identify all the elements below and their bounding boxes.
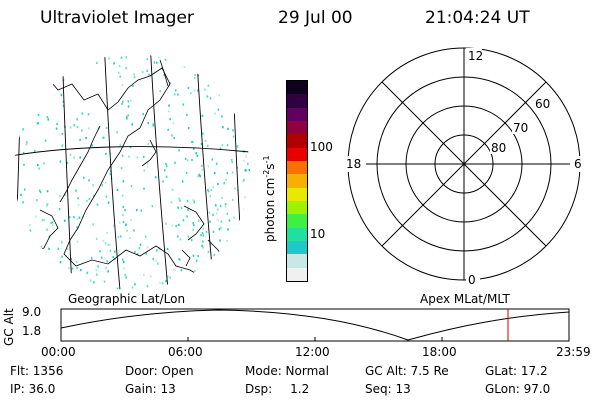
colorbar-segment <box>287 81 307 95</box>
apex-label: Apex MLat/MLT <box>420 292 510 306</box>
orbit-plot <box>60 308 570 342</box>
polar-plot: 12 18 6 0 60 70 80 <box>342 47 584 287</box>
status-ip: IP: 36.0 <box>10 382 56 396</box>
colorbar-segment <box>287 107 307 122</box>
colorbar-segment <box>287 267 307 281</box>
geographic-label: Geographic Lat/Lon <box>68 292 186 306</box>
colorbar-segment <box>287 187 307 202</box>
status-glat: GLat: 17.2 <box>485 364 548 378</box>
orbit-altitude-curve <box>60 309 570 341</box>
colorbar-tick-100: 100 <box>310 140 333 154</box>
instrument-title: Ultraviolet Imager <box>40 8 194 28</box>
status-door: Door: Open <box>125 364 194 378</box>
status-flt: Flt: 1356 <box>10 364 64 378</box>
status-gc-alt: GC Alt: 7.5 Re <box>365 364 449 378</box>
orbit-xtick-2359: 23:59 <box>556 345 591 359</box>
lat-label-70: 70 <box>513 121 528 135</box>
orbit-plot-frame <box>60 308 570 342</box>
orbit-axis-label: GC Alt <box>2 308 16 346</box>
colorbar-segment <box>287 94 307 108</box>
orbit-ytick-high: 9.0 <box>22 305 42 319</box>
colorbar-segment <box>287 174 307 188</box>
lat-label-60: 60 <box>535 97 550 111</box>
orbit-xtick-1800: 18:00 <box>422 345 457 359</box>
colorbar-segment <box>287 147 307 162</box>
latitude-line <box>14 146 250 159</box>
status-glon: GLon: 97.0 <box>485 382 551 396</box>
orbit-xtick-0000: 00:00 <box>41 345 76 359</box>
orbit-xtick-0600: 06:00 <box>168 345 203 359</box>
mlt-label-6: 6 <box>574 157 582 171</box>
colorbar-segment <box>287 241 307 255</box>
colorbar-segment <box>287 121 307 135</box>
polar-diagonal-2 <box>381 81 547 247</box>
color-bar <box>286 80 308 282</box>
orbit-ytick-low: 1.8 <box>22 324 42 338</box>
orbit-axis-ticks <box>60 337 570 341</box>
status-seq: Seq: 13 <box>365 382 411 396</box>
lat-label-80: 80 <box>491 141 506 155</box>
mlt-label-18: 18 <box>346 157 361 171</box>
status-mode: Mode: Normal <box>245 364 329 378</box>
status-dsp: Dsp: 1.2 <box>245 382 310 396</box>
colorbar-segment <box>287 134 307 148</box>
time-label: 21:04:24 UT <box>425 8 530 28</box>
mlt-label-0: 0 <box>468 273 476 287</box>
status-gain: Gain: 13 <box>125 382 176 396</box>
colorbar-segment <box>287 201 307 215</box>
colorbar-segment <box>287 227 307 242</box>
mlt-label-12: 12 <box>468 49 483 63</box>
map-disk <box>14 54 250 290</box>
colorbar-segment <box>287 254 307 268</box>
colorbar-segment <box>287 214 307 228</box>
date-label: 29 Jul 00 <box>278 8 353 28</box>
geographic-map <box>14 54 250 290</box>
colorbar-tick-10: 10 <box>310 227 326 241</box>
colorbar-unit-label: photon cm-2s-1 <box>262 155 277 242</box>
colorbar-segment <box>287 161 307 175</box>
orbit-xtick-1200: 12:00 <box>295 345 330 359</box>
